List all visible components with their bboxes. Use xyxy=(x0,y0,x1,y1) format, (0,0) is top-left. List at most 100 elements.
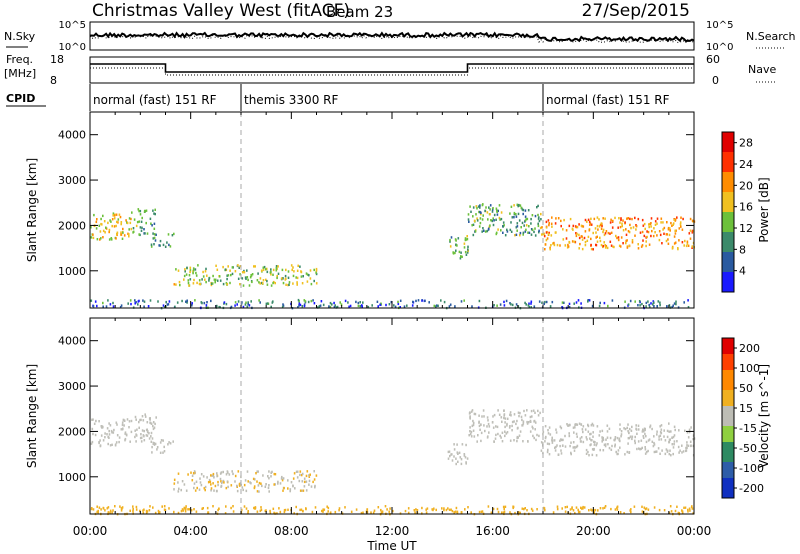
heatmap-cell xyxy=(582,505,584,509)
heatmap-cell xyxy=(493,213,496,217)
heatmap-cell xyxy=(305,507,307,511)
heatmap-cell xyxy=(511,429,513,432)
heatmap-cell xyxy=(690,444,692,448)
colorbar-segment xyxy=(722,470,734,475)
heatmap-cell xyxy=(258,299,260,302)
heatmap-cell xyxy=(540,212,542,216)
heatmap-cell xyxy=(594,508,597,512)
heatmap-cell xyxy=(555,431,558,434)
heatmap-cell xyxy=(195,271,197,275)
heatmap-cell xyxy=(559,444,561,448)
heatmap-cell xyxy=(193,486,195,490)
heatmap-cell xyxy=(455,462,457,466)
heatmap-cell xyxy=(454,251,456,255)
heatmap-cell xyxy=(296,281,298,284)
heatmap-cell xyxy=(173,482,176,485)
heatmap-cell xyxy=(516,439,518,443)
heatmap-cell xyxy=(454,510,457,513)
heatmap-cell xyxy=(96,510,98,514)
heatmap-cell xyxy=(487,505,490,508)
heatmap-cell xyxy=(296,269,299,272)
heatmap-cell xyxy=(534,214,537,218)
heatmap-cell xyxy=(674,241,677,244)
heatmap-cell xyxy=(681,241,684,244)
heatmap-cell xyxy=(139,509,141,513)
heatmap-cell xyxy=(566,505,568,509)
heatmap-cell xyxy=(360,511,363,515)
heatmap-cell xyxy=(145,434,148,437)
heatmap-cell xyxy=(644,227,646,231)
x-tick-label: 12:00 xyxy=(375,524,410,538)
heatmap-cell xyxy=(678,227,681,230)
heatmap-cell xyxy=(103,220,106,223)
heatmap-cell xyxy=(604,232,607,235)
heatmap-cell xyxy=(285,277,287,280)
heatmap-cell xyxy=(692,512,694,515)
heatmap-cell xyxy=(201,301,203,305)
colorbar-segment xyxy=(722,434,734,439)
heatmap-cell xyxy=(592,431,594,434)
heatmap-cell xyxy=(253,265,255,268)
heatmap-cell xyxy=(497,432,499,436)
heatmap-cell xyxy=(588,509,590,512)
heatmap-cell xyxy=(641,430,644,433)
heatmap-cell xyxy=(153,426,156,429)
heatmap-cell xyxy=(148,437,151,440)
heatmap-cell xyxy=(381,510,384,514)
heatmap-cell xyxy=(99,439,101,442)
heatmap-cell xyxy=(293,512,295,515)
heatmap-cell xyxy=(531,228,534,232)
heatmap-cell xyxy=(93,422,96,425)
heatmap-cell xyxy=(560,224,562,228)
heatmap-cell xyxy=(142,434,145,437)
heatmap-cell xyxy=(449,238,451,242)
heatmap-cell xyxy=(450,508,452,511)
heatmap-cell xyxy=(98,224,101,227)
heatmap-cell xyxy=(193,482,196,485)
heatmap-cell xyxy=(624,300,626,303)
heatmap-cell xyxy=(522,440,524,443)
heatmap-cell xyxy=(627,423,629,426)
heatmap-cell xyxy=(449,245,452,248)
colorbar-tick-label: 15 xyxy=(739,402,753,415)
heatmap-cell xyxy=(213,476,215,479)
heatmap-cell xyxy=(212,274,214,278)
heatmap-cell xyxy=(90,442,93,445)
heatmap-cell xyxy=(492,207,494,210)
colorbar-segment xyxy=(722,144,734,149)
heatmap-cell xyxy=(518,511,521,514)
heatmap-cell xyxy=(373,509,376,512)
heatmap-cell xyxy=(403,305,406,308)
heatmap-cell xyxy=(266,279,268,283)
heatmap-cell xyxy=(643,506,646,509)
heatmap-cell xyxy=(631,437,633,441)
heatmap-cell xyxy=(210,487,213,490)
heatmap-cell xyxy=(606,424,609,427)
heatmap-cell xyxy=(622,219,624,222)
heatmap-cell xyxy=(499,218,501,221)
cpid-label: CPID xyxy=(6,92,35,105)
heatmap-cell xyxy=(159,441,162,444)
heatmap-cell xyxy=(212,472,215,476)
heatmap-cell xyxy=(120,509,123,512)
heatmap-cell xyxy=(627,430,629,433)
heatmap-cell xyxy=(609,221,612,224)
colorbar-segment xyxy=(722,466,734,471)
heatmap-cell xyxy=(554,446,556,449)
heatmap-cell xyxy=(193,508,195,511)
colorbar-segment xyxy=(722,252,734,257)
heatmap-cell xyxy=(310,299,313,303)
colorbar-segment xyxy=(722,394,734,399)
colorbar-segment xyxy=(722,204,734,209)
heatmap-cell xyxy=(530,302,532,305)
heatmap-cell xyxy=(205,267,207,271)
heatmap-cell xyxy=(481,415,483,418)
heatmap-cell xyxy=(650,302,652,305)
heatmap-cell xyxy=(659,431,662,434)
heatmap-cell xyxy=(619,221,621,224)
heatmap-cell xyxy=(489,213,491,216)
x-tick-label: 16:00 xyxy=(475,524,510,538)
heatmap-cell xyxy=(548,442,551,446)
heatmap-cell xyxy=(564,506,567,509)
heatmap-cell xyxy=(471,409,474,412)
